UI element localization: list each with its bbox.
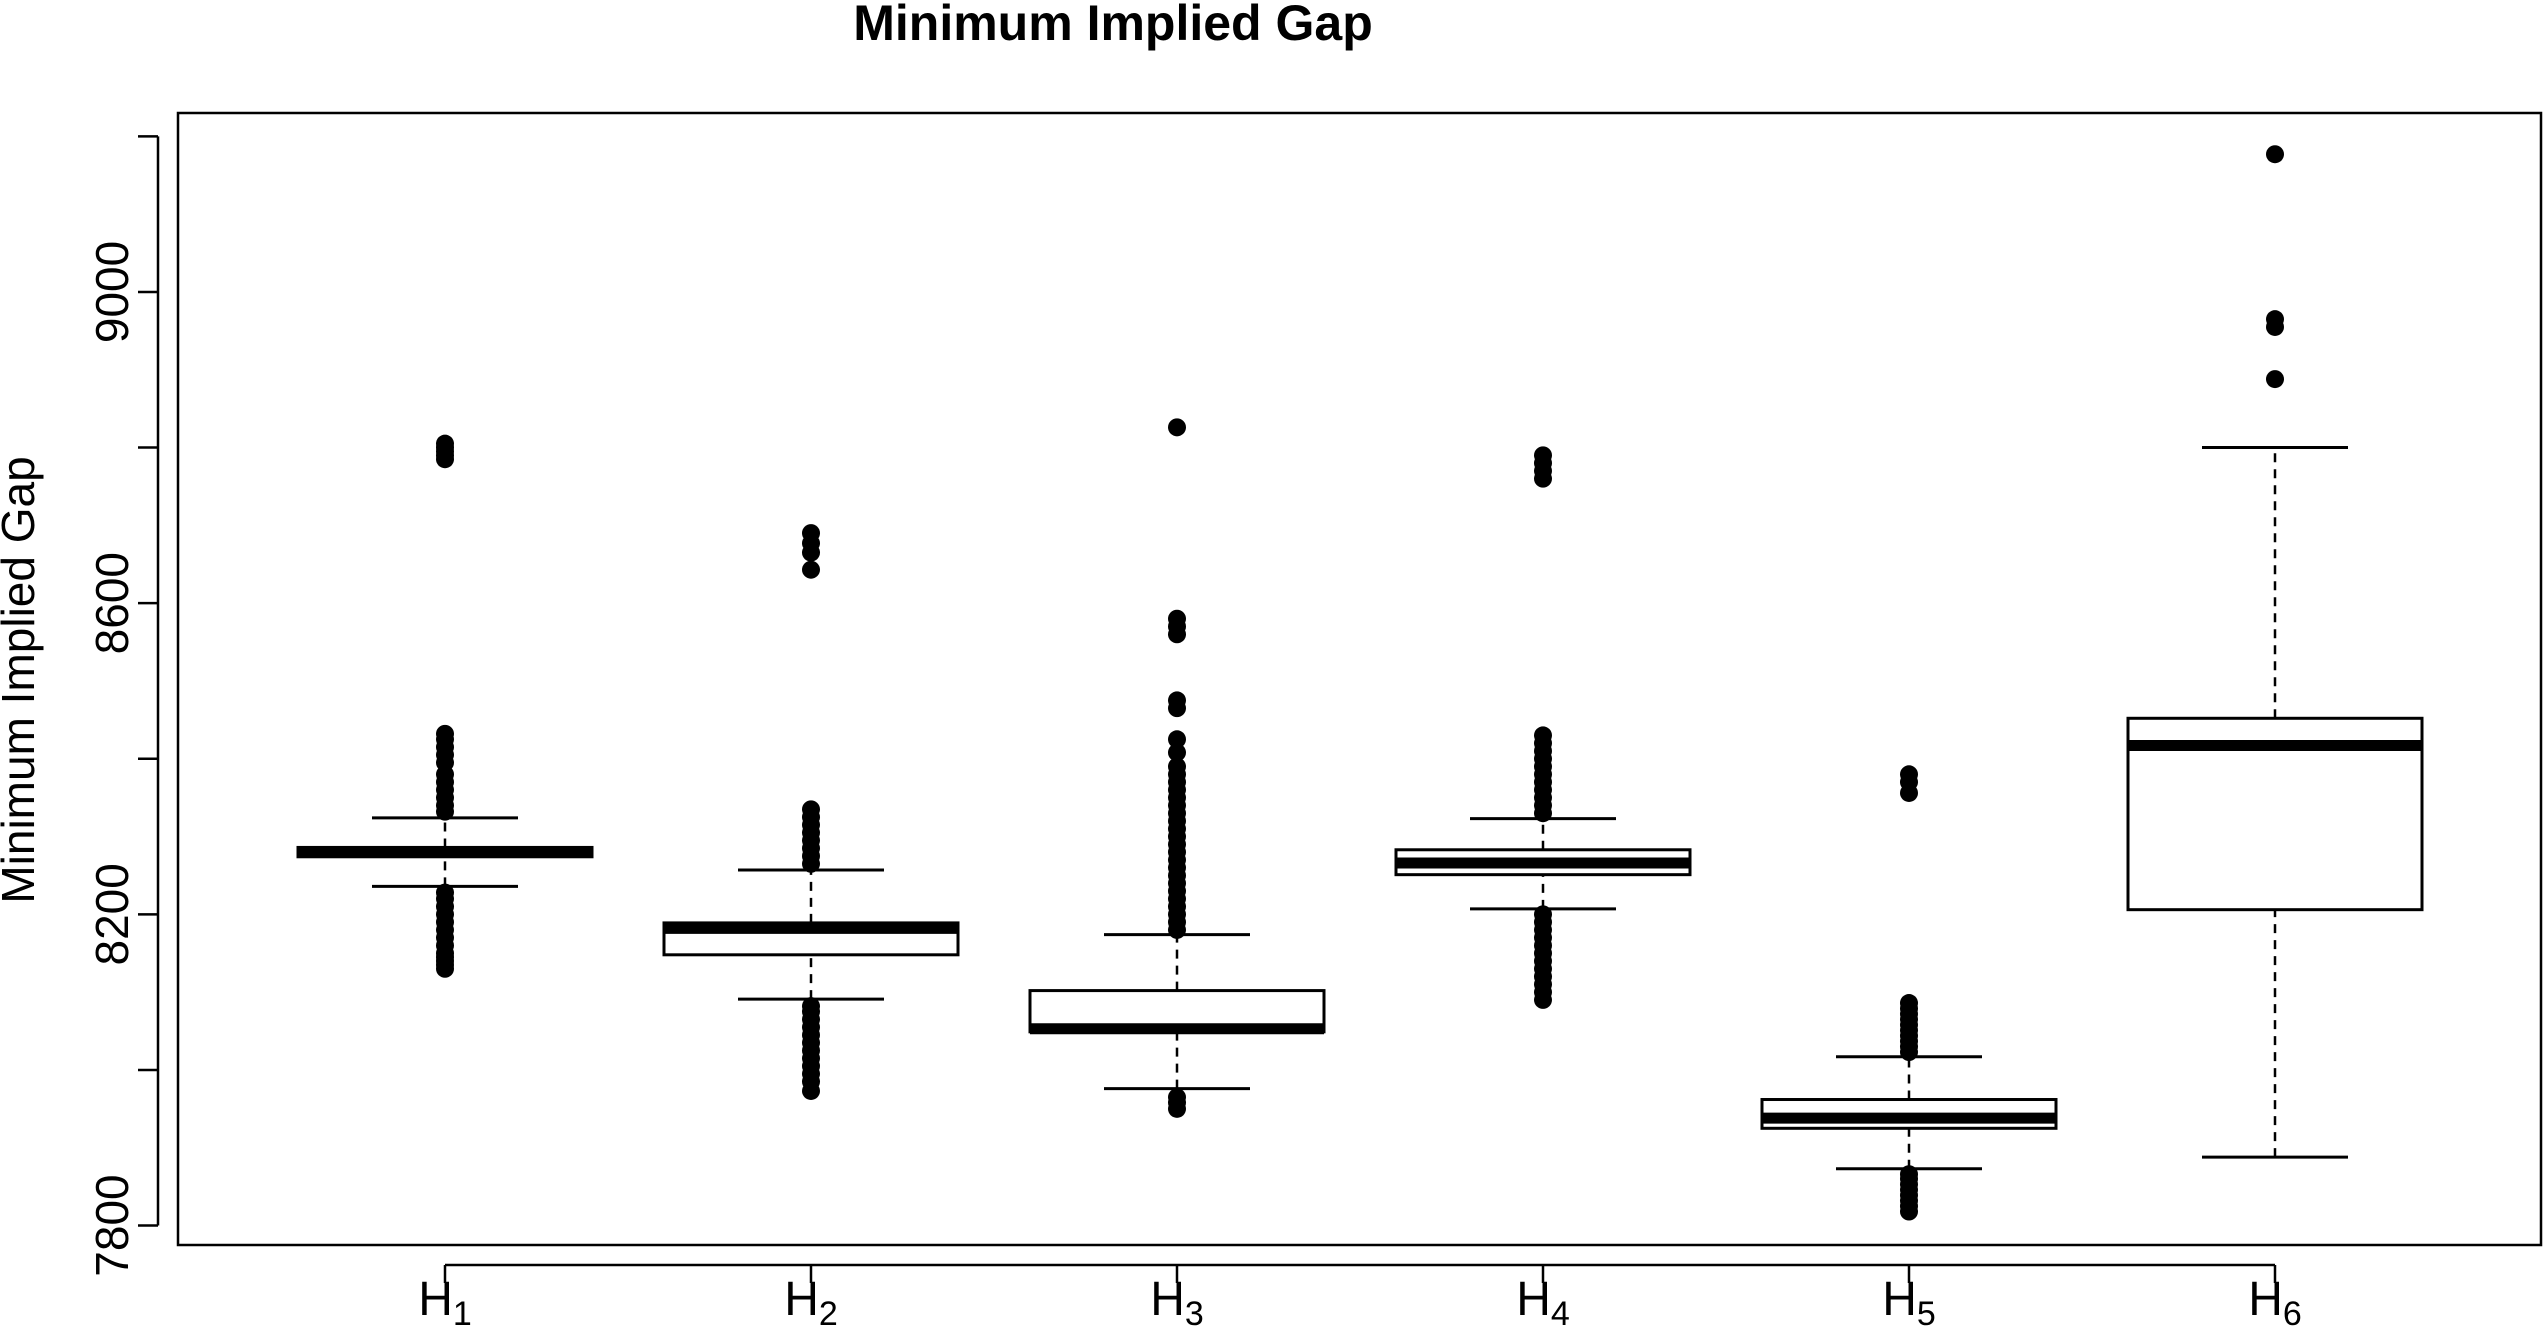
outlier-point	[1534, 446, 1552, 465]
outlier-point	[436, 434, 454, 453]
x-tick-label: H1	[418, 1273, 472, 1327]
box-group	[2126, 145, 2424, 1159]
y-tick-label: 8200	[86, 863, 138, 965]
y-axis-label: Minimum Implied Gap	[0, 456, 44, 903]
outlier-point	[1168, 691, 1186, 710]
outlier-point	[1900, 1165, 1918, 1184]
outlier-point	[436, 883, 454, 902]
y-tick-label: 8600	[86, 552, 138, 654]
x-axis: H1 H2 H3 H4 H5 H6	[418, 1263, 2302, 1332]
y-tick-label: 9000	[86, 241, 138, 343]
boxes-layer	[296, 145, 2424, 1221]
outlier-point	[2266, 145, 2284, 164]
y-tick-label: 7800	[86, 1174, 138, 1276]
chart-title: Minimum Implied Gap	[853, 0, 1372, 51]
x-tick-label: H6	[2248, 1273, 2302, 1327]
outlier-point	[1534, 726, 1552, 745]
box-group	[1394, 446, 1692, 1009]
y-axis: 7800 8200 8600 9000	[86, 135, 160, 1277]
outlier-point	[802, 997, 820, 1016]
box-group	[296, 434, 594, 978]
box-group	[1760, 765, 2058, 1221]
outlier-point	[1900, 994, 1918, 1013]
outlier-point	[2266, 310, 2284, 329]
outlier-point	[802, 560, 820, 579]
box-group	[662, 524, 960, 1100]
outlier-point	[802, 800, 820, 819]
x-tick-label: H4	[1516, 1273, 1570, 1327]
outlier-point	[1168, 1088, 1186, 1107]
outlier-point	[802, 524, 820, 543]
outlier-point	[1168, 609, 1186, 628]
outlier-point	[436, 724, 454, 743]
x-tick-label: H2	[784, 1273, 838, 1327]
plot-frame	[176, 111, 2543, 1247]
box-group	[1028, 418, 1326, 1118]
outlier-point	[1534, 905, 1552, 924]
outlier-point	[1168, 757, 1186, 776]
x-tick-label: H5	[1882, 1273, 1936, 1327]
outlier-point	[1168, 743, 1186, 762]
outlier-point	[1168, 730, 1186, 749]
x-tick-label: H3	[1150, 1273, 1204, 1327]
outlier-point	[1900, 765, 1918, 784]
outlier-point	[1168, 418, 1186, 437]
outlier-point	[2266, 370, 2284, 389]
